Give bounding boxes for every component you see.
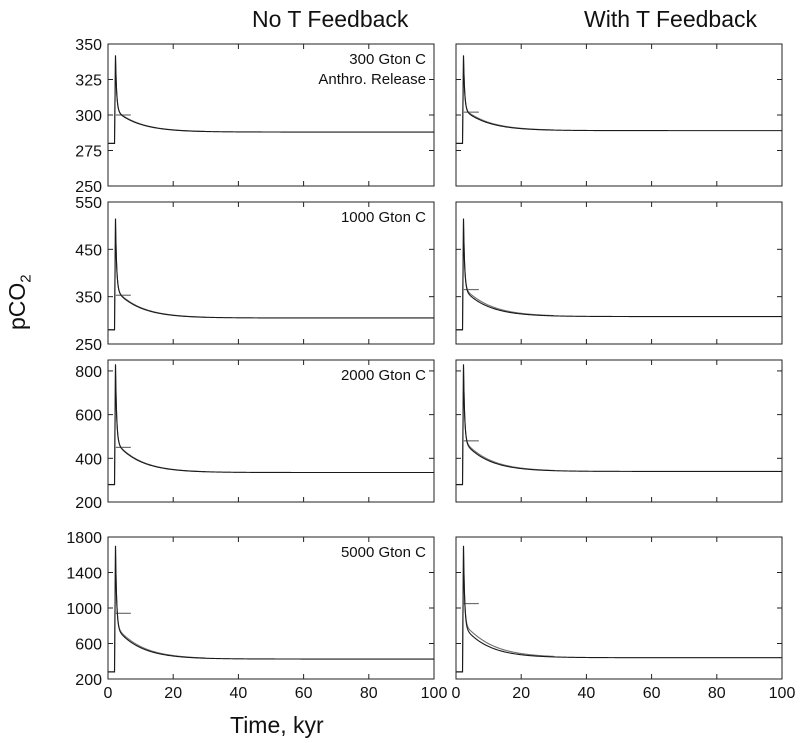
series-dark-line <box>108 55 434 144</box>
panel-4: 200 400 600 800 2000 Gton C <box>75 359 435 512</box>
plot-frame <box>455 359 783 503</box>
x-tick-label: 100 <box>421 685 448 702</box>
x-tick-label: 60 <box>295 685 313 702</box>
plot-frame <box>455 43 783 187</box>
plot-frame <box>107 201 435 345</box>
x-tick-label: 80 <box>360 685 378 702</box>
panel-annotation: 1000 Gton C <box>341 209 426 226</box>
y-tick-label: 1800 <box>66 530 102 547</box>
y-tick-label: 200 <box>75 672 102 689</box>
panel-annotation: 300 Gton C <box>349 51 426 68</box>
panel-0: 250 275 300 325 350 300 Gton C Anthro. Release <box>75 37 435 196</box>
panel-annotation: 2000 Gton C <box>341 367 426 384</box>
x-tick-label: 40 <box>230 685 248 702</box>
y-tick-label: 250 <box>75 337 102 354</box>
panel-1 <box>455 43 783 187</box>
panel-5 <box>455 359 783 503</box>
panel-6: 200 600 1000 1400 1800 0 20 40 60 80 100 5000 Gton … <box>66 530 447 702</box>
plot-frame <box>107 359 435 503</box>
x-tick-label: 0 <box>452 685 461 702</box>
y-tick-label: 275 <box>75 144 102 161</box>
x-tick-label: 100 <box>769 685 796 702</box>
y-tick-label: 1400 <box>66 566 102 583</box>
y-tick-label: 300 <box>75 108 102 125</box>
panel-2: 250 350 450 550 1000 Gton C <box>75 195 435 354</box>
x-tick-label: 0 <box>104 685 113 702</box>
y-tick-label: 350 <box>75 290 102 307</box>
x-tick-label: 80 <box>708 685 726 702</box>
y-tick-label: 600 <box>75 637 102 654</box>
x-tick-label: 40 <box>578 685 596 702</box>
series-gray-line <box>456 218 554 331</box>
series-dark-line <box>108 545 434 673</box>
panel-7: 0 20 40 60 80 100 <box>452 536 796 702</box>
series-dark-line <box>456 545 782 673</box>
x-tick-label: 20 <box>512 685 530 702</box>
panel-3 <box>455 201 783 345</box>
y-tick-label: 550 <box>75 195 102 212</box>
column-title-no-feedback: No T Feedback <box>252 6 409 32</box>
y-tick-label: 800 <box>75 364 102 381</box>
x-tick-label: 60 <box>643 685 661 702</box>
x-tick-label: 20 <box>164 685 182 702</box>
panel-annotation: Anthro. Release <box>318 71 426 88</box>
y-tick-label: 350 <box>75 37 102 54</box>
y-tick-label: 200 <box>75 495 102 512</box>
plot-frame <box>455 201 783 345</box>
y-tick-label: 325 <box>75 73 102 90</box>
series-dark-line <box>456 218 782 331</box>
x-axis-label: Time, kyr <box>230 712 324 738</box>
series-gray-line <box>456 545 554 673</box>
y-tick-label: 400 <box>75 451 102 468</box>
series-dark-line <box>456 55 782 144</box>
panel-annotation: 5000 Gton C <box>341 544 426 561</box>
series-dark-line <box>108 218 434 331</box>
series-gray-line <box>108 55 206 144</box>
y-tick-label: 250 <box>75 179 102 196</box>
y-tick-label: 1000 <box>66 601 102 618</box>
y-tick-label: 450 <box>75 242 102 259</box>
y-tick-label: 600 <box>75 408 102 425</box>
series-gray-line <box>456 364 554 486</box>
column-title-with-feedback: With T Feedback <box>584 6 758 32</box>
series-dark-line <box>456 364 782 486</box>
series-dark-line <box>108 364 434 486</box>
